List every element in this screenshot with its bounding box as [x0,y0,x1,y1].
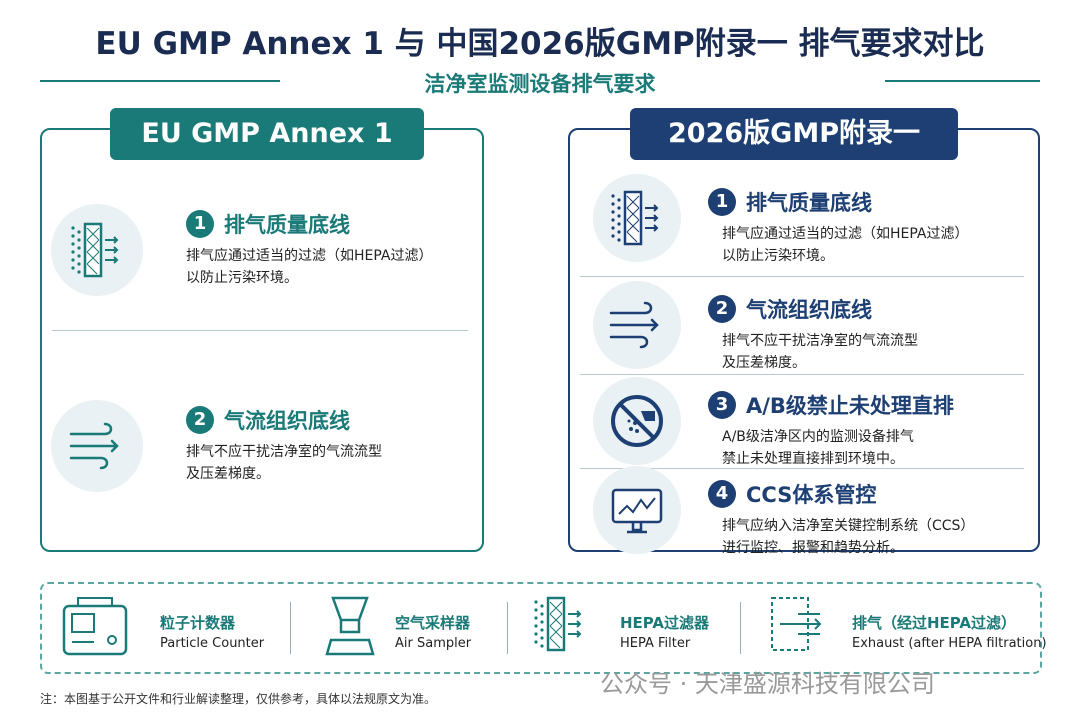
item-text: 以防止污染环境。 [186,270,298,286]
item-text: 以防止污染环境。 [722,248,834,264]
legend-icon [768,594,828,658]
item-title: CCS体系管控 [746,483,877,507]
rule-right [885,80,1040,82]
item-text: 排气应通过适当的过滤（如HEPA过滤） [186,248,433,264]
icon [51,400,143,492]
item-text: 排气应纳入洁净室关键控制系统（CCS） [722,518,975,534]
divider [580,276,1024,277]
item-title: A/B级禁止未处理直排 [746,394,954,418]
item-text: 排气不应干扰洁净室的气流流型 [722,333,918,349]
legend-title: 空气采样器 [395,614,471,632]
icon [593,174,681,262]
legend-title: 排气（经过HEPA过滤） [852,614,1017,632]
legend-subtitle: HEPA Filter [620,636,691,651]
panel-header: EU GMP Annex 1 [110,108,424,160]
icon [593,377,681,465]
item-text: 排气应通过适当的过滤（如HEPA过滤） [722,226,969,242]
icon [593,466,681,554]
item-text: 禁止未处理直接排到环境中。 [722,451,904,467]
legend-subtitle: Exhaust (after HEPA filtration) [852,636,1047,651]
panel-header: 2026版GMP附录一 [630,108,958,160]
icon [51,204,143,296]
legend-title: HEPA过滤器 [620,614,710,632]
item-title: 排气质量底线 [224,213,350,237]
item-text: 排气不应干扰洁净室的气流流型 [186,444,382,460]
item-number: 2 [708,295,736,323]
legend-title: 粒子计数器 [160,614,236,632]
legend-icon [530,594,590,658]
legend-icon [325,594,375,662]
icon [593,281,681,369]
divider [580,468,1024,469]
item-number: 1 [708,188,736,216]
item-number: 4 [708,480,736,508]
item-text: A/B级洁净区内的监测设备排气 [722,429,914,445]
item-text: 进行监控、报警和趋势分析。 [722,540,904,556]
divider [580,374,1024,375]
legend-subtitle: Air Sampler [395,636,472,651]
subtitle: 洁净室监测设备排气要求 [424,72,656,96]
rule-left [40,80,280,82]
legend-box [40,582,1042,674]
divider [52,330,468,331]
watermark: 公众号 · 天津盛源科技有限公司 [600,670,935,698]
legend-separator [740,602,741,654]
item-number: 3 [708,391,736,419]
item-title: 气流组织底线 [746,298,872,322]
item-text: 及压差梯度。 [722,355,806,371]
legend-subtitle: Particle Counter [160,636,265,651]
item-title: 排气质量底线 [746,191,872,215]
footnote: 注：本图基于公开文件和行业解读整理，仅供参考，具体以法规原文为准。 [40,692,437,706]
item-number: 1 [186,210,214,238]
item-title: 气流组织底线 [224,409,350,433]
legend-separator [507,602,508,654]
item-text: 及压差梯度。 [186,466,270,482]
legend-icon [60,594,130,662]
legend-separator [290,602,291,654]
item-number: 2 [186,406,214,434]
title: EU GMP Annex 1 与 中国2026版GMP附录一 排气要求对比 [95,26,985,62]
